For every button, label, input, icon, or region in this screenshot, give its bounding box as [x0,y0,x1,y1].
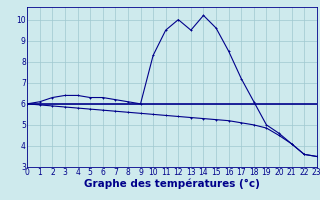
X-axis label: Graphe des températures (°c): Graphe des températures (°c) [84,179,260,189]
